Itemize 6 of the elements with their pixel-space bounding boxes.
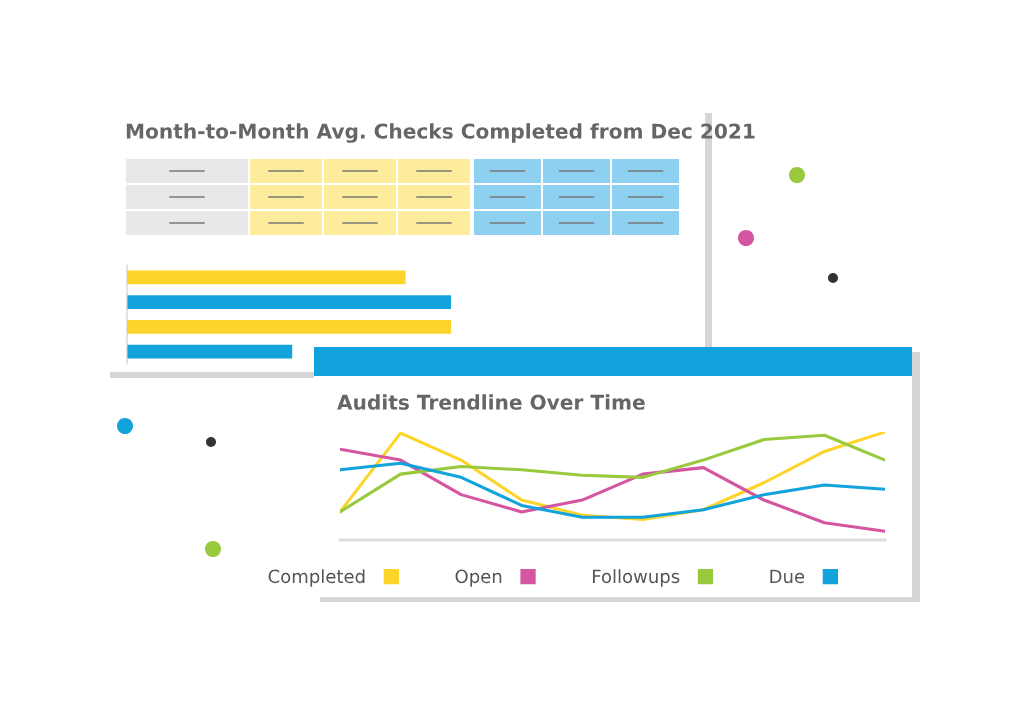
legend-label: Followups xyxy=(593,569,680,587)
legend-label: Completed xyxy=(268,569,365,587)
legend-label: Open xyxy=(455,569,502,587)
chart-title: Month-to-Month Avg. Checks Completed from Dec 2021 xyxy=(126,123,755,143)
legend-label: Due xyxy=(770,569,805,584)
chart-title: Audits Trendline Over Time xyxy=(337,394,645,410)
